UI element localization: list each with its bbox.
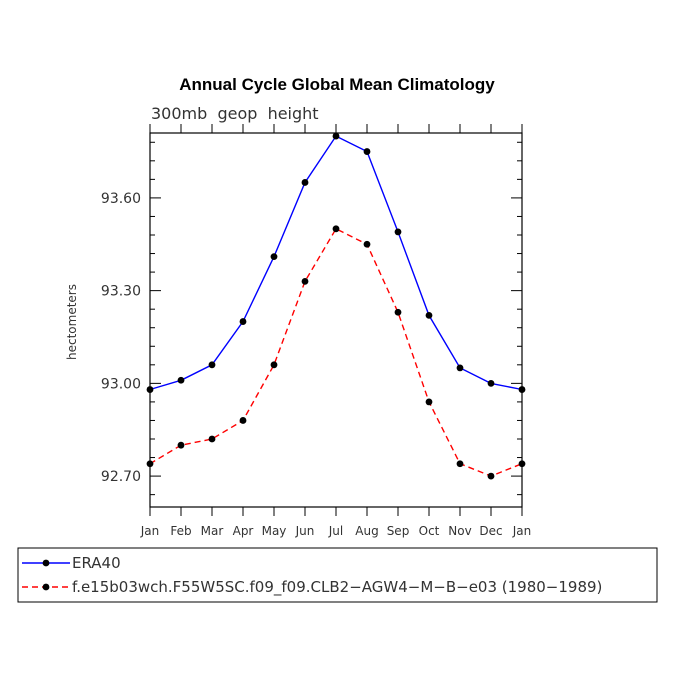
data-point [146,460,154,468]
legend: ERA40 f.e15b03wch.F55W5SC.f09_f09.CLB2−AG… [17,547,658,603]
data-point [146,386,154,393]
x-tick-label: Mar [201,524,224,538]
y-tick-label: 93.60 [101,191,141,207]
data-point [239,318,247,325]
chart-subtitle: 300mb geop height [151,104,319,123]
x-tick-label: Jul [328,524,343,538]
data-point [332,132,340,140]
data-point [394,308,402,316]
x-tick-label: May [262,524,287,538]
x-tick-label: Sep [387,524,410,538]
data-point [456,364,464,372]
data-point [363,148,371,155]
x-tick-label: Nov [448,524,471,538]
x-tick-label: Jan [140,524,160,538]
data-point [301,277,309,285]
x-tick-label: Oct [419,524,440,538]
x-tick-label: Dec [479,524,502,538]
data-point [363,240,371,248]
y-tick-label: 93.30 [101,284,141,300]
x-tick-label: Apr [233,524,254,538]
legend-box [17,547,658,603]
y-tick-label: 93.00 [101,376,141,392]
x-tick-label: Jan [512,524,532,538]
legend-label-0: ERA40 [72,554,121,572]
data-point [270,361,278,369]
data-point [425,398,433,406]
plot-frame [149,132,523,508]
data-point [177,376,185,384]
x-tick-label: Jun [295,524,315,538]
data-point [456,460,464,468]
y-tick-label: 92.70 [101,469,141,485]
data-point [518,386,526,393]
x-tick-label: Feb [170,524,191,538]
data-point [487,379,495,387]
data-point [487,472,495,480]
data-point [332,225,340,233]
data-point [301,179,309,186]
data-point [177,441,185,449]
chart-title: Annual Cycle Global Mean Climatology [179,75,495,94]
data-point [270,253,278,261]
data-point [394,228,402,236]
legend-marker-1 [42,583,50,591]
data-point [208,361,216,369]
legend-marker-0 [42,559,50,567]
series-layer [146,132,526,480]
y-axis-label: hectometers [65,284,79,360]
series-line-0 [149,135,523,391]
series-line-1 [149,227,523,477]
data-point [239,417,247,424]
data-point [208,435,216,443]
axis-ticks: 92.70 93.00 93.30 93.60 Jan Feb Mar Apr May Jun Ju… [101,124,531,538]
data-point [518,460,526,468]
data-point [425,311,433,319]
x-tick-label: Aug [355,524,378,538]
legend-label-1: f.e15b03wch.F55W5SC.f09_f09.CLB2−AGW4−M−… [72,578,602,597]
